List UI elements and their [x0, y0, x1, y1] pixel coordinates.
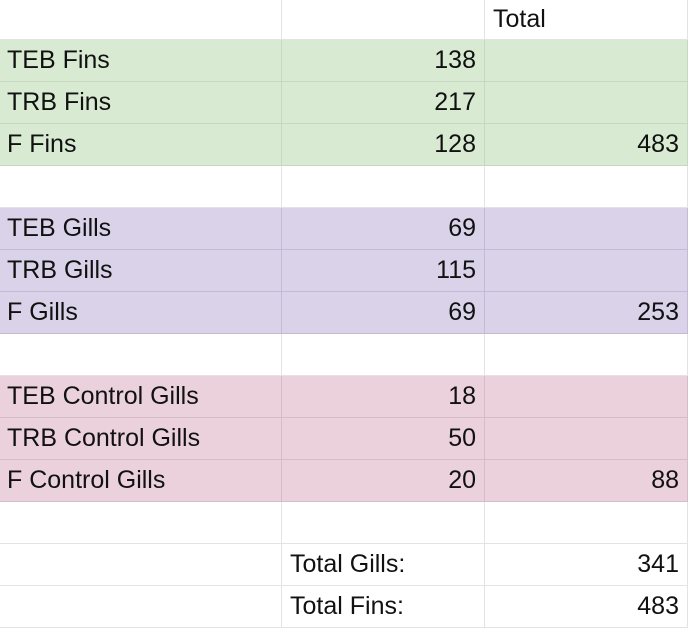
- table-row: TRB Gills 115: [0, 250, 690, 292]
- empty-cell[interactable]: [485, 502, 688, 544]
- row-count-f-fins[interactable]: 128: [282, 124, 485, 166]
- table-row: TEB Control Gills 18: [0, 376, 690, 418]
- row-count-trb-gills[interactable]: 115: [282, 250, 485, 292]
- empty-row: [0, 502, 690, 544]
- row-total-trb-control-gills[interactable]: [485, 418, 688, 460]
- row-count-teb-fins[interactable]: 138: [282, 40, 485, 82]
- row-total-teb-fins[interactable]: [485, 40, 688, 82]
- row-total-teb-gills[interactable]: [485, 208, 688, 250]
- row-count-teb-gills[interactable]: 69: [282, 208, 485, 250]
- row-total-f-gills[interactable]: 253: [485, 292, 688, 334]
- row-total-f-control-gills[interactable]: 88: [485, 460, 688, 502]
- empty-cell[interactable]: [282, 334, 485, 376]
- empty-row: [0, 334, 690, 376]
- cell-b1[interactable]: [282, 0, 485, 40]
- table-row: F Fins 128 483: [0, 124, 690, 166]
- total-gills-label[interactable]: Total Gills:: [282, 544, 485, 586]
- table-row: F Gills 69 253: [0, 292, 690, 334]
- table-row: TRB Fins 217: [0, 82, 690, 124]
- empty-cell[interactable]: [0, 586, 282, 628]
- row-count-f-control-gills[interactable]: 20: [282, 460, 485, 502]
- row-count-f-gills[interactable]: 69: [282, 292, 485, 334]
- row-label-teb-control-gills[interactable]: TEB Control Gills: [0, 376, 282, 418]
- row-label-trb-gills[interactable]: TRB Gills: [0, 250, 282, 292]
- row-total-teb-control-gills[interactable]: [485, 376, 688, 418]
- summary-row-total-fins: Total Fins: 483: [0, 586, 690, 628]
- total-gills-value[interactable]: 341: [485, 544, 688, 586]
- row-label-teb-gills[interactable]: TEB Gills: [0, 208, 282, 250]
- row-label-f-fins[interactable]: F Fins: [0, 124, 282, 166]
- empty-cell[interactable]: [0, 166, 282, 208]
- total-fins-value[interactable]: 483: [485, 586, 688, 628]
- row-label-teb-fins[interactable]: TEB Fins: [0, 40, 282, 82]
- table-row: F Control Gills 20 88: [0, 460, 690, 502]
- cell-a1[interactable]: [0, 0, 282, 40]
- row-label-trb-control-gills[interactable]: TRB Control Gills: [0, 418, 282, 460]
- empty-cell[interactable]: [0, 334, 282, 376]
- row-count-teb-control-gills[interactable]: 18: [282, 376, 485, 418]
- empty-row: [0, 166, 690, 208]
- total-fins-label[interactable]: Total Fins:: [282, 586, 485, 628]
- row-label-trb-fins[interactable]: TRB Fins: [0, 82, 282, 124]
- row-total-f-fins[interactable]: 483: [485, 124, 688, 166]
- empty-cell[interactable]: [0, 544, 282, 586]
- empty-cell[interactable]: [485, 334, 688, 376]
- row-total-trb-fins[interactable]: [485, 82, 688, 124]
- row-count-trb-control-gills[interactable]: 50: [282, 418, 485, 460]
- table-row: TEB Gills 69: [0, 208, 690, 250]
- cell-c1-total-header[interactable]: Total: [485, 0, 688, 40]
- table-row: TEB Fins 138: [0, 40, 690, 82]
- empty-cell[interactable]: [0, 502, 282, 544]
- row-count-trb-fins[interactable]: 217: [282, 82, 485, 124]
- header-row: Total: [0, 0, 690, 40]
- summary-row-total-gills: Total Gills: 341: [0, 544, 690, 586]
- row-total-trb-gills[interactable]: [485, 250, 688, 292]
- empty-cell[interactable]: [282, 502, 485, 544]
- table-row: TRB Control Gills 50: [0, 418, 690, 460]
- empty-cell[interactable]: [282, 166, 485, 208]
- empty-cell[interactable]: [485, 166, 688, 208]
- row-label-f-gills[interactable]: F Gills: [0, 292, 282, 334]
- row-label-f-control-gills[interactable]: F Control Gills: [0, 460, 282, 502]
